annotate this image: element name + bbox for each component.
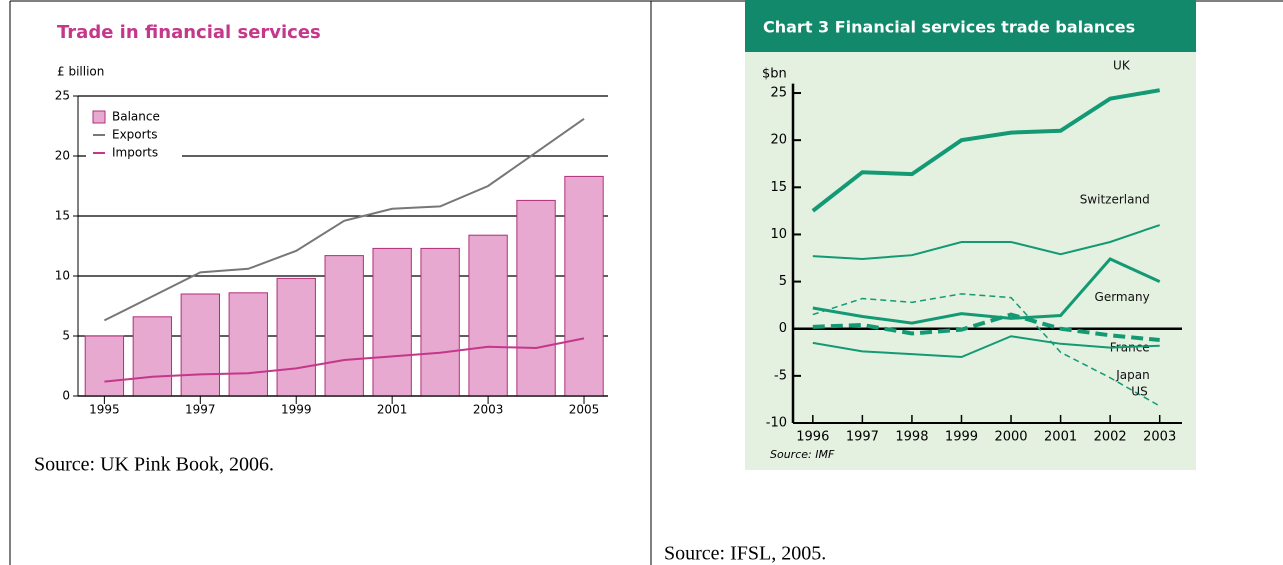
y-tick-label: 10 (770, 227, 787, 242)
bar (324, 255, 364, 397)
x-tick-label: 1997 (185, 403, 216, 417)
y-axis-label: £ billion (57, 65, 104, 79)
bar (468, 234, 508, 397)
series-label: Germany (1095, 290, 1150, 304)
x-tick-label: 2003 (473, 403, 504, 417)
x-tick-label: 2005 (569, 403, 600, 417)
series-label: UK (1113, 59, 1131, 73)
bar (276, 277, 316, 397)
x-tick-label: 1996 (796, 430, 829, 445)
y-tick-label: -5 (774, 368, 787, 383)
bar (564, 175, 604, 397)
y-tick-label: 5 (62, 329, 70, 343)
x-tick-label: 1997 (846, 430, 879, 445)
chart-title: Trade in financial services (57, 22, 321, 43)
y-tick-label: 5 (779, 274, 787, 289)
y-tick-label: 25 (770, 86, 787, 101)
bar (180, 293, 220, 397)
x-tick-label: 1998 (895, 430, 928, 445)
bar (132, 316, 173, 397)
legend-label: Exports (112, 128, 158, 142)
x-tick-label: 2002 (1094, 430, 1127, 445)
bar (516, 199, 556, 397)
y-tick-label: 10 (55, 269, 70, 283)
series-label: Japan (1115, 368, 1149, 382)
legend-swatch (92, 110, 106, 124)
line (812, 224, 1161, 260)
caption: Source: IFSL, 2005. (664, 543, 826, 565)
x-tick-label: 2003 (1143, 430, 1176, 445)
line (812, 257, 1161, 325)
chart-left: Trade in financial services £ billion 0 5 10… (55, 22, 608, 417)
y-tick-label: 20 (770, 133, 787, 148)
x-tick-label: 2001 (1044, 430, 1077, 445)
bar (372, 247, 412, 397)
bar (420, 247, 460, 397)
series-label: Switzerland (1080, 193, 1150, 207)
y-tick-label: 25 (55, 89, 70, 103)
legend-label: Imports (112, 146, 158, 160)
caption: Source: UK Pink Book, 2006. (34, 454, 274, 476)
chart-source: Source: IMF (770, 448, 835, 461)
y-axis-label: $bn (762, 67, 787, 82)
chart-right: Chart 3 Financial services trade balance… (762, 18, 1182, 461)
line (812, 293, 1161, 407)
x-tick-label: 1999 (945, 430, 978, 445)
x-tick-label: 2000 (994, 430, 1027, 445)
chart-title: Chart 3 Financial services trade balance… (763, 18, 1135, 37)
chart-header (745, 0, 1196, 52)
y-tick-label: 15 (770, 180, 787, 195)
x-tick-label: 1995 (89, 403, 120, 417)
line (812, 335, 1160, 359)
y-tick-label: 0 (779, 321, 787, 336)
y-tick-label: 0 (62, 389, 70, 403)
chart-background (745, 0, 1196, 470)
legend-label: Balance (112, 110, 160, 124)
y-tick-label: -10 (766, 416, 787, 431)
x-tick-label: 2001 (377, 403, 408, 417)
line (103, 117, 585, 322)
line (811, 88, 1161, 213)
bar (84, 335, 125, 397)
series-label: US (1131, 385, 1147, 399)
line (812, 312, 1160, 343)
y-tick-label: 20 (55, 149, 70, 163)
x-tick-label: 1999 (281, 403, 312, 417)
y-tick-label: 15 (55, 209, 70, 223)
line (104, 337, 585, 383)
bar (228, 292, 268, 397)
